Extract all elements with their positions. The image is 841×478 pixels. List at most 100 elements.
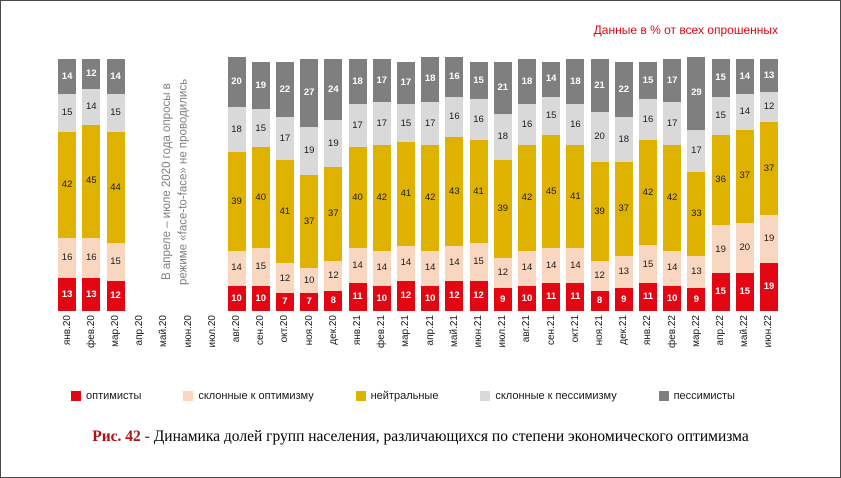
bar-segment: 15 [469, 242, 488, 281]
bar-segment: 37 [759, 122, 778, 216]
x-axis-tick: янв.20 [55, 315, 79, 369]
bar-segment: 15 [638, 61, 657, 100]
bar-stack: 12 14 41 15 17 [396, 61, 415, 311]
x-axis-tick: фев.21 [370, 315, 394, 369]
bar-column: 19 19 37 12 13 [757, 59, 781, 311]
bar-segment: 15 [251, 248, 270, 286]
legend: оптимисты склонные к оптимизму нейтральные… [71, 390, 735, 402]
x-axis: янв.20 фев.20 мар.20 апр.20 май.20 июн.20 июл.… [55, 315, 781, 369]
bar-segment: 13 [614, 255, 633, 289]
bar-column: 12 15 44 15 14 [103, 59, 127, 311]
legend-label: склонные к пессимизму [495, 390, 617, 402]
x-axis-label: мар.22 [690, 315, 702, 347]
bar-segment: 12 [590, 260, 609, 291]
bar-segment: 16 [82, 237, 101, 279]
bar-segment: 20 [735, 222, 754, 274]
bar-segment: 19 [251, 61, 270, 110]
bar-segment: 37 [614, 162, 633, 256]
bar-segment: 9 [614, 288, 633, 311]
bar-segment: 18 [493, 114, 512, 160]
bar-stack: 12 15 41 16 15 [469, 61, 488, 311]
bar-segment: 16 [469, 99, 488, 140]
x-axis-label: апр.20 [134, 315, 146, 346]
bar-segment: 27 [300, 59, 319, 128]
x-axis-label: май.22 [739, 315, 751, 347]
bar-segment: 17 [687, 129, 706, 173]
bar-column: 10 15 40 15 19 [249, 61, 273, 311]
bar-stack: 11 14 45 15 14 [542, 61, 561, 311]
bar-segment: 12 [445, 280, 464, 311]
bar-segment: 16 [445, 96, 464, 138]
legend-item: склонные к пессимизму [480, 390, 617, 402]
bar-segment: 33 [687, 172, 706, 256]
bar-segment: 14 [663, 250, 682, 286]
bar-stack: 10 15 40 15 19 [251, 61, 270, 311]
bar-segment: 10 [251, 285, 270, 311]
bar-segment: 8 [324, 290, 343, 311]
bar-stack: 8 12 37 19 24 [324, 59, 343, 311]
bar-segment: 18 [517, 59, 536, 105]
bar-stack: 9 12 39 18 21 [493, 61, 512, 311]
bar-segment: 45 [82, 124, 101, 238]
x-axis-tick: мар.21 [394, 315, 418, 369]
bar-segment: 17 [421, 101, 440, 145]
bar-column: 11 14 41 16 18 [563, 59, 587, 311]
bar-segment: 16 [58, 237, 77, 279]
bar-segment: 16 [566, 104, 585, 145]
bar-segment: 29 [687, 56, 706, 130]
x-axis-label: сен.20 [255, 315, 267, 345]
bar-segment: 17 [396, 61, 415, 105]
bar-segment: 18 [421, 56, 440, 102]
bar-segment: 17 [275, 117, 294, 160]
bar-segment: 18 [614, 116, 633, 163]
bar-segment: 42 [421, 144, 440, 251]
bar-segment: 15 [396, 104, 415, 143]
bar-segment: 15 [711, 96, 730, 135]
legend-label: нейтральные [370, 390, 439, 402]
bar-stack: 13 16 45 14 12 [82, 59, 101, 311]
bar-segment: 17 [348, 104, 367, 148]
bar-segment: 18 [227, 106, 246, 153]
bar-segment: 10 [517, 285, 536, 311]
legend-swatch-icon [480, 391, 491, 401]
x-axis-tick: апр.22 [708, 315, 732, 369]
bar-segment: 14 [227, 250, 246, 286]
x-axis-label: июн.21 [473, 315, 485, 348]
bar-segment: 15 [469, 61, 488, 100]
bar-segment: 12 [82, 59, 101, 90]
bar-segment: 44 [106, 132, 125, 243]
bar-segment: 42 [372, 144, 391, 251]
bar-segment: 14 [396, 245, 415, 281]
x-axis-tick: ноя.21 [587, 315, 611, 369]
x-axis-label: сен.21 [545, 315, 557, 345]
bar-stack: 13 16 42 15 14 [58, 59, 77, 311]
bar-segment: 43 [445, 137, 464, 246]
bar-segment: 37 [735, 129, 754, 223]
bar-column: 12 14 41 15 17 [394, 61, 418, 311]
x-axis-label: май.21 [448, 315, 460, 347]
bar-segment: 12 [493, 258, 512, 289]
bar-stack: 10 14 42 16 18 [517, 59, 536, 311]
bar-segment: 39 [227, 152, 246, 251]
x-axis-label: авг.20 [231, 315, 243, 343]
bar-segment: 41 [566, 144, 585, 249]
bar-segment: 15 [106, 94, 125, 133]
x-axis-label: янв.22 [642, 315, 654, 346]
x-axis-tick: июл.20 [200, 315, 224, 369]
bar-segment: 19 [711, 225, 730, 274]
x-axis-tick: июн.22 [757, 315, 781, 369]
x-axis-tick: июл.21 [491, 315, 515, 369]
bar-segment: 12 [759, 91, 778, 123]
x-axis-tick: окт.20 [273, 315, 297, 369]
legend-item: склонные к оптимизму [183, 390, 314, 402]
bar-segment: 41 [469, 139, 488, 243]
bar-segment: 14 [348, 248, 367, 284]
bar-segment: 14 [542, 61, 561, 97]
x-axis-label: фев.20 [85, 315, 97, 349]
bar-segment: 13 [82, 278, 101, 311]
x-axis-label: ноя.21 [594, 315, 606, 346]
legend-swatch-icon [658, 391, 669, 401]
x-axis-tick: окт.21 [563, 315, 587, 369]
x-axis-tick: авг.20 [224, 315, 248, 369]
x-axis-label: июл.21 [497, 315, 509, 348]
